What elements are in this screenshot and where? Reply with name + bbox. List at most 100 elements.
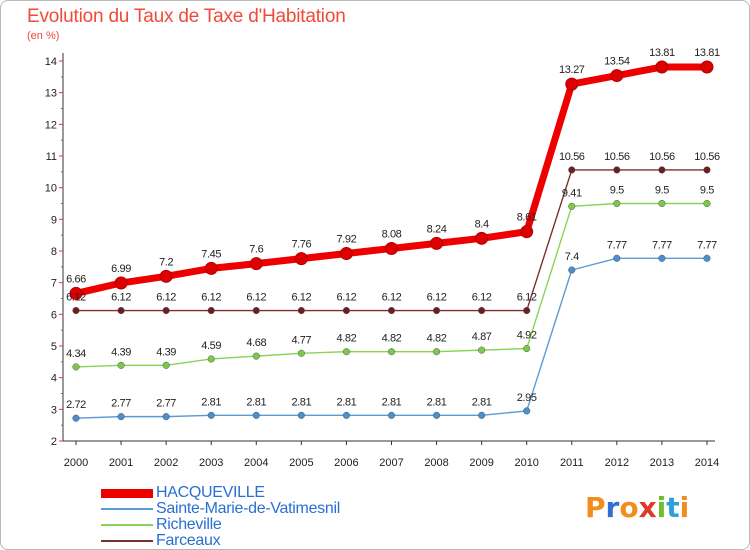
series-layer — [69, 60, 714, 422]
logo-letter: i — [679, 491, 690, 524]
data-label: 8.24 — [427, 223, 447, 235]
data-label: 6.12 — [517, 292, 537, 304]
data-label: 9.5 — [655, 185, 669, 197]
data-label: 2.81 — [201, 396, 221, 408]
data-label: 4.59 — [201, 340, 221, 352]
data-label: 2.81 — [246, 396, 266, 408]
data-label: 6.12 — [201, 292, 221, 304]
data-label: 2.81 — [472, 396, 492, 408]
data-point — [703, 254, 711, 262]
data-label: 6.12 — [291, 292, 311, 304]
logo-letter: r — [605, 491, 620, 524]
series-hacqueville — [69, 60, 714, 300]
data-point — [433, 348, 441, 356]
data-point — [252, 411, 260, 419]
data-point — [342, 348, 350, 356]
data-point — [114, 276, 128, 290]
y-tick-label: 3 — [51, 404, 57, 416]
data-label: 4.77 — [291, 334, 311, 346]
data-point — [162, 413, 170, 421]
logo-letter: t — [666, 491, 680, 524]
legend-label: HACQUEVILLE — [156, 484, 265, 501]
data-label: 9.5 — [610, 185, 624, 197]
labels-richeville: 4.34 4.39 4.39 4.59 4.68 4.77 4.82 4.82 4.82 4.87… — [66, 185, 715, 360]
y-tick-label: 6 — [51, 309, 57, 321]
data-point — [613, 199, 621, 208]
legend-swatch — [101, 524, 153, 526]
data-point — [72, 363, 80, 371]
series-sainte-marie-de-vatimesnil — [72, 254, 711, 422]
x-tick-label: 2014 — [695, 457, 719, 469]
data-point — [207, 411, 215, 419]
x-tick-label: 2006 — [334, 457, 358, 469]
data-point — [655, 60, 669, 74]
data-label: 10.56 — [559, 151, 585, 163]
data-label: 4.39 — [156, 346, 176, 358]
data-label: 4.82 — [382, 333, 402, 345]
data-label: 7.45 — [201, 248, 221, 260]
y-tick-label: 2 — [51, 436, 57, 448]
data-point — [478, 346, 486, 354]
data-label: 8.08 — [382, 228, 402, 240]
data-label: 6.12 — [427, 292, 447, 304]
logo-letter: P — [585, 491, 606, 524]
data-label: 6.99 — [111, 263, 131, 275]
data-point — [610, 69, 624, 83]
data-label: 2.95 — [517, 392, 537, 404]
data-point — [433, 306, 441, 315]
data-point — [342, 306, 350, 315]
data-point — [297, 349, 305, 357]
legend-label: Farceaux — [156, 532, 221, 549]
y-tick-label: 12 — [45, 119, 57, 131]
data-label: 6.12 — [246, 292, 266, 304]
data-label: 2.81 — [427, 396, 447, 408]
logo-letter: x — [638, 491, 657, 524]
data-label: 4.87 — [472, 331, 492, 343]
labels-sainte-marie-de-vatimesnil: 2.72 2.77 2.77 2.81 2.81 2.81 2.81 2.81 2.81 2.81… — [66, 239, 717, 411]
data-label: 13.54 — [604, 56, 630, 68]
data-point — [520, 225, 534, 239]
data-label: 8.4 — [475, 218, 489, 230]
data-point — [568, 266, 576, 274]
data-point — [430, 236, 444, 250]
y-tick-label: 14 — [45, 56, 57, 68]
x-tick-label: 2007 — [379, 457, 403, 469]
x-tick-label: 2002 — [154, 457, 178, 469]
data-label: 4.82 — [427, 333, 447, 345]
data-label: 9.5 — [700, 185, 714, 197]
data-labels-layer: 6.66 6.99 7.2 7.45 7.6 7.76 7.92 8.08 8.24 8.4 8.6… — [66, 47, 720, 411]
y-tick-label: 7 — [51, 278, 57, 290]
data-label: 6.66 — [66, 273, 86, 285]
data-label: 7.76 — [291, 239, 311, 251]
data-point — [249, 257, 263, 271]
labels-farceaux: 6.12 6.12 6.12 6.12 6.12 6.12 6.12 6.12 6.12 6.12… — [66, 151, 720, 304]
x-tick-label: 2004 — [244, 457, 268, 469]
data-point — [342, 411, 350, 419]
data-point — [162, 361, 170, 369]
data-point — [204, 261, 218, 275]
data-label: 9.41 — [562, 187, 582, 199]
y-tick-label: 9 — [51, 214, 57, 226]
data-label: 7.6 — [249, 244, 263, 256]
chart-axes: 2 3 4 5 6 7 8 9 10 11 12 13 14 2000 2001 2002 2003 2004 20… — [45, 53, 719, 469]
data-label: 10.56 — [694, 151, 720, 163]
series-farceaux — [72, 166, 711, 315]
data-point — [207, 355, 215, 363]
data-label: 6.12 — [156, 292, 176, 304]
data-label: 6.12 — [66, 292, 86, 304]
data-point — [117, 413, 125, 421]
x-tick-label: 2003 — [199, 457, 223, 469]
data-point — [478, 306, 486, 315]
data-point — [703, 166, 711, 174]
data-point — [613, 254, 621, 262]
x-tick-label: 2000 — [64, 457, 88, 469]
y-unit-label: (en %) — [27, 30, 60, 42]
y-tick-label: 5 — [51, 341, 57, 353]
data-label: 2.81 — [291, 396, 311, 408]
data-point — [117, 361, 125, 369]
x-tick-label: 2010 — [514, 457, 538, 469]
data-label: 13.81 — [649, 47, 675, 59]
data-point — [162, 306, 170, 315]
data-label: 6.12 — [111, 292, 131, 304]
